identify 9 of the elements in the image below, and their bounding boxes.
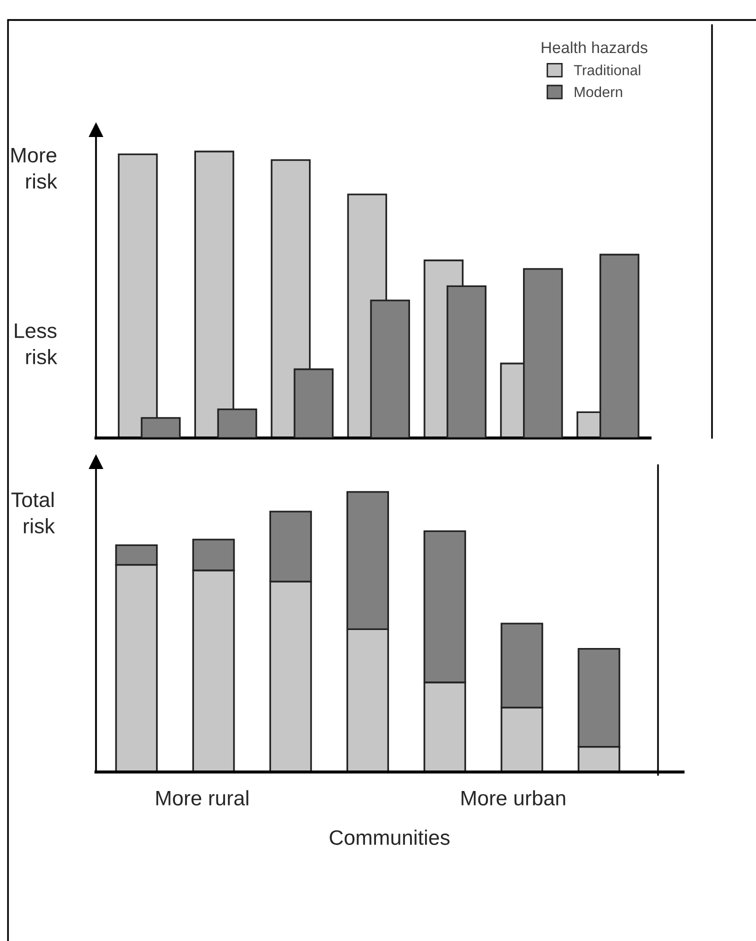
legend-label: Traditional	[574, 64, 640, 76]
legend-label: Modern	[574, 86, 622, 98]
text: More risk	[11, 148, 58, 189]
legend-title: Health hazards	[542, 41, 648, 54]
text: Less risk	[14, 324, 58, 364]
text: More rural	[156, 790, 248, 806]
x-axis-title: Communities	[330, 830, 450, 845]
text: More urban	[462, 790, 566, 806]
text: Total risk	[11, 492, 55, 534]
